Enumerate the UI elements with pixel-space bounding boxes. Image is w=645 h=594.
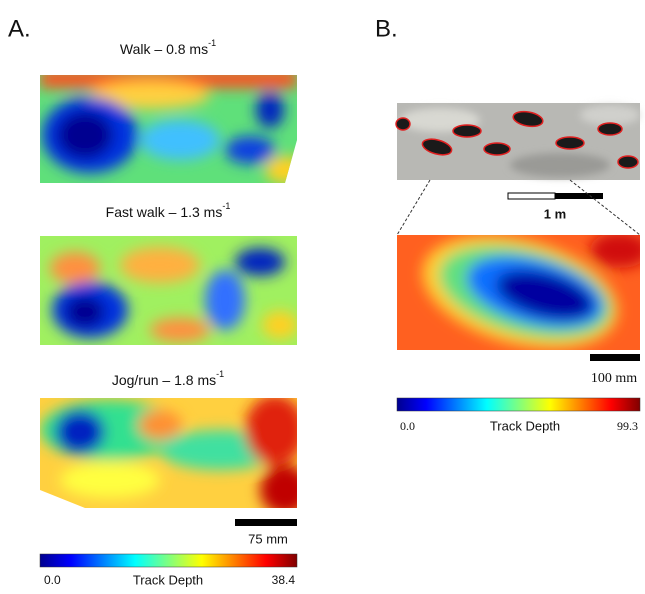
scale-label: 75 mm: [248, 531, 288, 546]
depth-map: [40, 395, 310, 515]
colorbar-min: 0.0: [44, 573, 61, 587]
zoom-line: [570, 180, 640, 235]
track-photo: [396, 103, 640, 180]
panel-label: B.: [375, 15, 398, 42]
depth-map: [397, 216, 645, 368]
title-text: -1: [216, 369, 224, 379]
map-title: Walk – 0.8 ms-1: [120, 38, 216, 56]
colorbar-max: 38.4: [272, 573, 296, 587]
scale-bar: [235, 519, 297, 526]
colorbar: [397, 398, 640, 411]
depth-map: [40, 236, 298, 345]
title-text: -1: [222, 201, 230, 211]
scale-label: 1 m: [544, 206, 566, 221]
map-title: Jog/run – 1.8 ms-1: [112, 369, 224, 387]
colorbar-min: 0.0: [400, 419, 415, 433]
title-text: Jog/run – 1.8 ms: [112, 372, 216, 388]
zoom-line: [397, 180, 430, 235]
title-text: Fast walk – 1.3 ms: [106, 204, 223, 220]
title-text: -1: [208, 38, 216, 48]
depth-map: [40, 70, 305, 184]
panel-label: A.: [8, 15, 31, 42]
colorbar: [40, 554, 297, 567]
colorbar-label: Track Depth: [133, 572, 203, 587]
scale-bar: [590, 354, 640, 361]
map-title: Fast walk – 1.3 ms-1: [106, 201, 231, 219]
scale-label: 100 mm: [591, 371, 637, 386]
scale-bar: [555, 193, 603, 199]
colorbar-max: 99.3: [617, 419, 638, 433]
scale-bar: [508, 193, 555, 199]
figure: A. B. Walk – 0.8 ms-1 Fast walk – 1.3 ms…: [0, 0, 645, 594]
colorbar-label: Track Depth: [490, 418, 560, 433]
title-text: Walk – 0.8 ms: [120, 41, 208, 57]
